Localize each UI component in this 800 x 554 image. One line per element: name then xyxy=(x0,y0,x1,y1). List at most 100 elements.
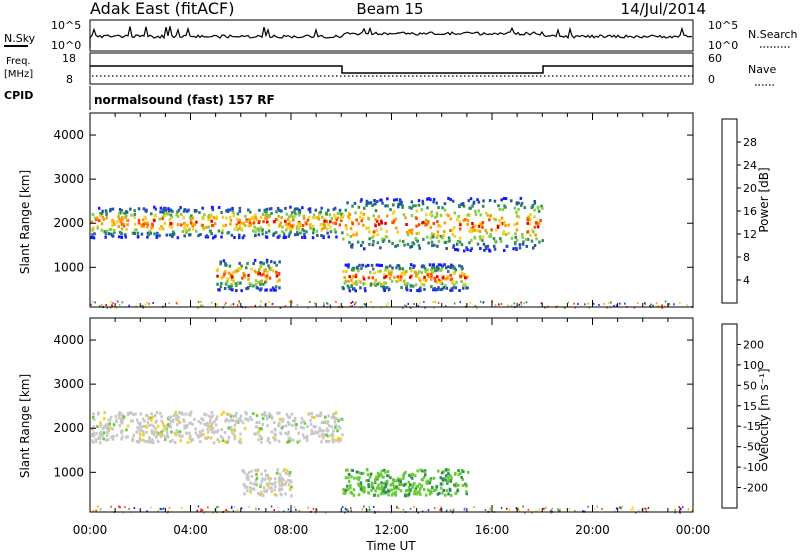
colorbar-tick-label: 100 xyxy=(743,359,764,372)
heatmap-cell xyxy=(265,274,269,278)
heatmap-cell xyxy=(297,227,301,231)
heatmap-cell xyxy=(263,489,266,493)
heatmap-cell xyxy=(362,282,366,286)
heatmap-cell xyxy=(118,217,121,221)
heatmap-cell xyxy=(444,468,448,472)
heatmap-cell xyxy=(232,214,235,218)
heatmap-cell xyxy=(235,282,238,286)
heatmap-cell xyxy=(126,223,129,227)
heatmap-cell xyxy=(472,225,475,229)
heatmap-cell xyxy=(258,434,261,438)
heatmap-cell xyxy=(422,277,425,281)
heatmap-cell xyxy=(322,223,325,226)
heatmap-cell xyxy=(335,300,337,303)
heatmap-cell xyxy=(524,512,526,514)
heatmap-cell xyxy=(452,266,455,270)
heatmap-cell xyxy=(499,222,503,226)
heatmap-cell xyxy=(402,279,406,283)
heatmap-cell xyxy=(317,217,321,221)
heatmap-cell xyxy=(137,218,141,222)
heatmap-cell xyxy=(326,420,330,424)
heatmap-cell xyxy=(335,218,338,222)
heatmap-cell xyxy=(530,206,533,210)
heatmap-cell xyxy=(274,285,278,289)
heatmap-cell xyxy=(422,220,425,224)
heatmap-cell xyxy=(189,434,192,438)
heatmap-cell xyxy=(112,302,114,305)
heatmap-cell xyxy=(427,488,430,492)
heatmap-cell xyxy=(187,208,190,212)
heatmap-cell xyxy=(443,263,446,267)
heatmap-cell xyxy=(574,509,576,512)
heatmap-cell xyxy=(312,225,315,228)
heatmap-cell xyxy=(338,439,341,443)
sky-panel: N.Sky 10^5 10^0 10^5 10^0 N.Search xyxy=(4,19,798,52)
heatmap-cell xyxy=(409,288,412,292)
heatmap-cell xyxy=(101,209,104,213)
heatmap-cell xyxy=(100,228,103,232)
heatmap-cell xyxy=(168,422,172,426)
heatmap-cell xyxy=(407,492,411,496)
heatmap-cell xyxy=(99,213,102,217)
heatmap-cell xyxy=(445,488,448,492)
heatmap-cell xyxy=(442,234,446,238)
heatmap-cell xyxy=(230,233,234,237)
heatmap-cell xyxy=(489,234,493,238)
heatmap-cell xyxy=(129,411,132,415)
heatmap-cell xyxy=(278,421,281,425)
heatmap-cell xyxy=(117,412,121,416)
heatmap-cell xyxy=(244,410,247,414)
heatmap-cell xyxy=(341,433,344,437)
heatmap-cell xyxy=(236,212,240,216)
heatmap-cell xyxy=(108,418,112,422)
heatmap-cell xyxy=(392,221,396,225)
heatmap-cell xyxy=(367,485,370,489)
heatmap-cell xyxy=(280,216,283,219)
heatmap-cell xyxy=(254,234,257,238)
heatmap-cell xyxy=(200,304,202,306)
heatmap-cell xyxy=(364,289,367,293)
heatmap-cell xyxy=(341,214,345,218)
heatmap-cell xyxy=(285,228,288,232)
heatmap-cell xyxy=(644,507,646,510)
heatmap-cell xyxy=(324,415,327,419)
heatmap-cell xyxy=(314,511,317,514)
heatmap-cell xyxy=(94,440,98,444)
heatmap-cell xyxy=(209,229,212,233)
heatmap-cell xyxy=(466,248,469,252)
heatmap-cell xyxy=(333,420,337,423)
heatmap-cell xyxy=(255,472,258,476)
heatmap-cell xyxy=(430,285,433,289)
heatmap-cell xyxy=(398,267,401,271)
heatmap-cell xyxy=(504,197,508,200)
heatmap-cell xyxy=(294,423,297,427)
heatmap-cell xyxy=(169,415,173,419)
heatmap-cell xyxy=(293,214,297,218)
heatmap-cell xyxy=(168,233,172,237)
heatmap-cell xyxy=(379,269,382,273)
heatmap-cell xyxy=(260,493,263,496)
heatmap-cell xyxy=(268,301,270,304)
heatmap-cell xyxy=(179,435,183,439)
heatmap-cell xyxy=(507,231,510,235)
heatmap-cell xyxy=(330,415,334,419)
heatmap-cell xyxy=(359,286,362,290)
heatmap-cell xyxy=(260,427,263,431)
heatmap-cell xyxy=(254,432,257,436)
heatmap-cell xyxy=(368,201,371,205)
heatmap-cell xyxy=(608,301,610,304)
heatmap-cell xyxy=(254,283,258,287)
heatmap-cell xyxy=(454,492,458,496)
heatmap-cell xyxy=(404,216,407,220)
heatmap-cell xyxy=(276,468,280,472)
heatmap-cell xyxy=(673,303,675,306)
heatmap-cell xyxy=(107,418,110,422)
heatmap-cell xyxy=(465,484,468,487)
heatmap-cell xyxy=(371,243,375,247)
heatmap-cell xyxy=(280,487,284,491)
heatmap-cell xyxy=(231,275,234,279)
nave-tick-low: 0 xyxy=(708,73,715,86)
heatmap-cell xyxy=(227,271,231,275)
heatmap-cell xyxy=(515,246,518,250)
